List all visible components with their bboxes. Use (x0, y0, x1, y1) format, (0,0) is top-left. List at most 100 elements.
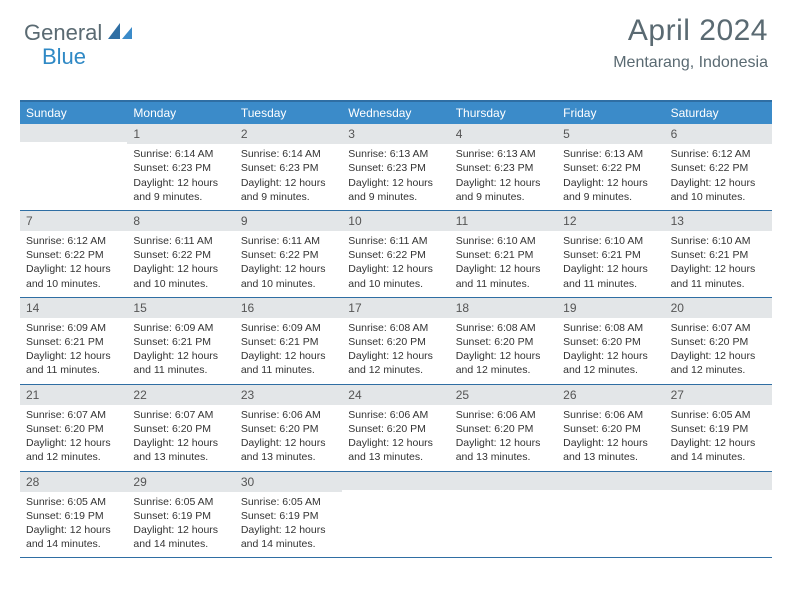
day-body: Sunrise: 6:07 AMSunset: 6:20 PMDaylight:… (665, 318, 772, 384)
sunset-line: Sunset: 6:20 PM (133, 422, 228, 436)
daylight-line: Daylight: 12 hours and 11 minutes. (563, 262, 658, 290)
dow-cell: Friday (557, 102, 664, 124)
day-number: 7 (20, 211, 127, 231)
dow-cell: Thursday (450, 102, 557, 124)
sunrise-line: Sunrise: 6:11 AM (241, 234, 336, 248)
sunset-line: Sunset: 6:19 PM (26, 509, 121, 523)
daylight-line: Daylight: 12 hours and 14 minutes. (26, 523, 121, 551)
sunrise-line: Sunrise: 6:12 AM (671, 147, 766, 161)
title-block: April 2024 Mentarang, Indonesia (613, 14, 768, 72)
day-number: 5 (557, 124, 664, 144)
day-cell: 9Sunrise: 6:11 AMSunset: 6:22 PMDaylight… (235, 211, 342, 297)
sunrise-line: Sunrise: 6:09 AM (133, 321, 228, 335)
logo-text-blue: Blue (42, 44, 86, 70)
day-body: Sunrise: 6:08 AMSunset: 6:20 PMDaylight:… (557, 318, 664, 384)
day-number: 14 (20, 298, 127, 318)
day-body: Sunrise: 6:07 AMSunset: 6:20 PMDaylight:… (20, 405, 127, 471)
sunrise-line: Sunrise: 6:11 AM (133, 234, 228, 248)
day-cell: 5Sunrise: 6:13 AMSunset: 6:22 PMDaylight… (557, 124, 664, 210)
day-cell: 17Sunrise: 6:08 AMSunset: 6:20 PMDayligh… (342, 298, 449, 384)
day-number: 19 (557, 298, 664, 318)
sunset-line: Sunset: 6:21 PM (563, 248, 658, 262)
day-cell: 1Sunrise: 6:14 AMSunset: 6:23 PMDaylight… (127, 124, 234, 210)
day-cell: 10Sunrise: 6:11 AMSunset: 6:22 PMDayligh… (342, 211, 449, 297)
day-body: Sunrise: 6:10 AMSunset: 6:21 PMDaylight:… (557, 231, 664, 297)
day-cell: 14Sunrise: 6:09 AMSunset: 6:21 PMDayligh… (20, 298, 127, 384)
daylight-line: Daylight: 12 hours and 12 minutes. (563, 349, 658, 377)
calendar: SundayMondayTuesdayWednesdayThursdayFrid… (20, 100, 772, 558)
day-body: Sunrise: 6:11 AMSunset: 6:22 PMDaylight:… (235, 231, 342, 297)
dow-cell: Monday (127, 102, 234, 124)
day-number: 15 (127, 298, 234, 318)
day-cell: 3Sunrise: 6:13 AMSunset: 6:23 PMDaylight… (342, 124, 449, 210)
dow-header-row: SundayMondayTuesdayWednesdayThursdayFrid… (20, 102, 772, 124)
sunset-line: Sunset: 6:22 PM (671, 161, 766, 175)
sunrise-line: Sunrise: 6:07 AM (26, 408, 121, 422)
sunrise-line: Sunrise: 6:10 AM (671, 234, 766, 248)
day-number: 28 (20, 472, 127, 492)
day-cell: 7Sunrise: 6:12 AMSunset: 6:22 PMDaylight… (20, 211, 127, 297)
day-number: 6 (665, 124, 772, 144)
sunset-line: Sunset: 6:21 PM (456, 248, 551, 262)
sunset-line: Sunset: 6:22 PM (348, 248, 443, 262)
day-number: 29 (127, 472, 234, 492)
day-body: Sunrise: 6:06 AMSunset: 6:20 PMDaylight:… (557, 405, 664, 471)
day-number: 2 (235, 124, 342, 144)
daylight-line: Daylight: 12 hours and 12 minutes. (671, 349, 766, 377)
day-cell (450, 472, 557, 558)
day-cell: 19Sunrise: 6:08 AMSunset: 6:20 PMDayligh… (557, 298, 664, 384)
day-cell: 12Sunrise: 6:10 AMSunset: 6:21 PMDayligh… (557, 211, 664, 297)
sunrise-line: Sunrise: 6:10 AM (456, 234, 551, 248)
day-number: 8 (127, 211, 234, 231)
sunset-line: Sunset: 6:20 PM (456, 422, 551, 436)
sunrise-line: Sunrise: 6:13 AM (348, 147, 443, 161)
day-cell: 23Sunrise: 6:06 AMSunset: 6:20 PMDayligh… (235, 385, 342, 471)
daylight-line: Daylight: 12 hours and 9 minutes. (456, 176, 551, 204)
sunrise-line: Sunrise: 6:13 AM (456, 147, 551, 161)
day-body: Sunrise: 6:05 AMSunset: 6:19 PMDaylight:… (20, 492, 127, 558)
day-body: Sunrise: 6:14 AMSunset: 6:23 PMDaylight:… (235, 144, 342, 210)
daylight-line: Daylight: 12 hours and 14 minutes. (241, 523, 336, 551)
daylight-line: Daylight: 12 hours and 11 minutes. (26, 349, 121, 377)
day-cell: 22Sunrise: 6:07 AMSunset: 6:20 PMDayligh… (127, 385, 234, 471)
dow-cell: Tuesday (235, 102, 342, 124)
daylight-line: Daylight: 12 hours and 14 minutes. (671, 436, 766, 464)
sunset-line: Sunset: 6:23 PM (348, 161, 443, 175)
day-cell: 15Sunrise: 6:09 AMSunset: 6:21 PMDayligh… (127, 298, 234, 384)
sunset-line: Sunset: 6:20 PM (563, 422, 658, 436)
day-cell: 30Sunrise: 6:05 AMSunset: 6:19 PMDayligh… (235, 472, 342, 558)
weeks-container: 1Sunrise: 6:14 AMSunset: 6:23 PMDaylight… (20, 124, 772, 558)
day-cell: 26Sunrise: 6:06 AMSunset: 6:20 PMDayligh… (557, 385, 664, 471)
day-body: Sunrise: 6:08 AMSunset: 6:20 PMDaylight:… (450, 318, 557, 384)
day-body: Sunrise: 6:13 AMSunset: 6:23 PMDaylight:… (450, 144, 557, 210)
daylight-line: Daylight: 12 hours and 12 minutes. (456, 349, 551, 377)
sunrise-line: Sunrise: 6:07 AM (133, 408, 228, 422)
day-cell: 27Sunrise: 6:05 AMSunset: 6:19 PMDayligh… (665, 385, 772, 471)
daylight-line: Daylight: 12 hours and 10 minutes. (26, 262, 121, 290)
sunrise-line: Sunrise: 6:06 AM (456, 408, 551, 422)
daylight-line: Daylight: 12 hours and 13 minutes. (348, 436, 443, 464)
daylight-line: Daylight: 12 hours and 12 minutes. (348, 349, 443, 377)
day-body: Sunrise: 6:07 AMSunset: 6:20 PMDaylight:… (127, 405, 234, 471)
sunrise-line: Sunrise: 6:06 AM (563, 408, 658, 422)
daylight-line: Daylight: 12 hours and 13 minutes. (241, 436, 336, 464)
day-number: 3 (342, 124, 449, 144)
day-number: 9 (235, 211, 342, 231)
week-row: 21Sunrise: 6:07 AMSunset: 6:20 PMDayligh… (20, 385, 772, 472)
day-cell: 25Sunrise: 6:06 AMSunset: 6:20 PMDayligh… (450, 385, 557, 471)
dow-cell: Wednesday (342, 102, 449, 124)
day-cell (557, 472, 664, 558)
sunrise-line: Sunrise: 6:08 AM (456, 321, 551, 335)
day-number: 16 (235, 298, 342, 318)
sunset-line: Sunset: 6:20 PM (563, 335, 658, 349)
day-cell: 11Sunrise: 6:10 AMSunset: 6:21 PMDayligh… (450, 211, 557, 297)
sunset-line: Sunset: 6:20 PM (348, 422, 443, 436)
day-cell: 20Sunrise: 6:07 AMSunset: 6:20 PMDayligh… (665, 298, 772, 384)
sunset-line: Sunset: 6:23 PM (241, 161, 336, 175)
day-body: Sunrise: 6:12 AMSunset: 6:22 PMDaylight:… (665, 144, 772, 210)
day-number: 24 (342, 385, 449, 405)
day-cell: 4Sunrise: 6:13 AMSunset: 6:23 PMDaylight… (450, 124, 557, 210)
daylight-line: Daylight: 12 hours and 9 minutes. (133, 176, 228, 204)
daylight-line: Daylight: 12 hours and 12 minutes. (26, 436, 121, 464)
sunrise-line: Sunrise: 6:06 AM (241, 408, 336, 422)
